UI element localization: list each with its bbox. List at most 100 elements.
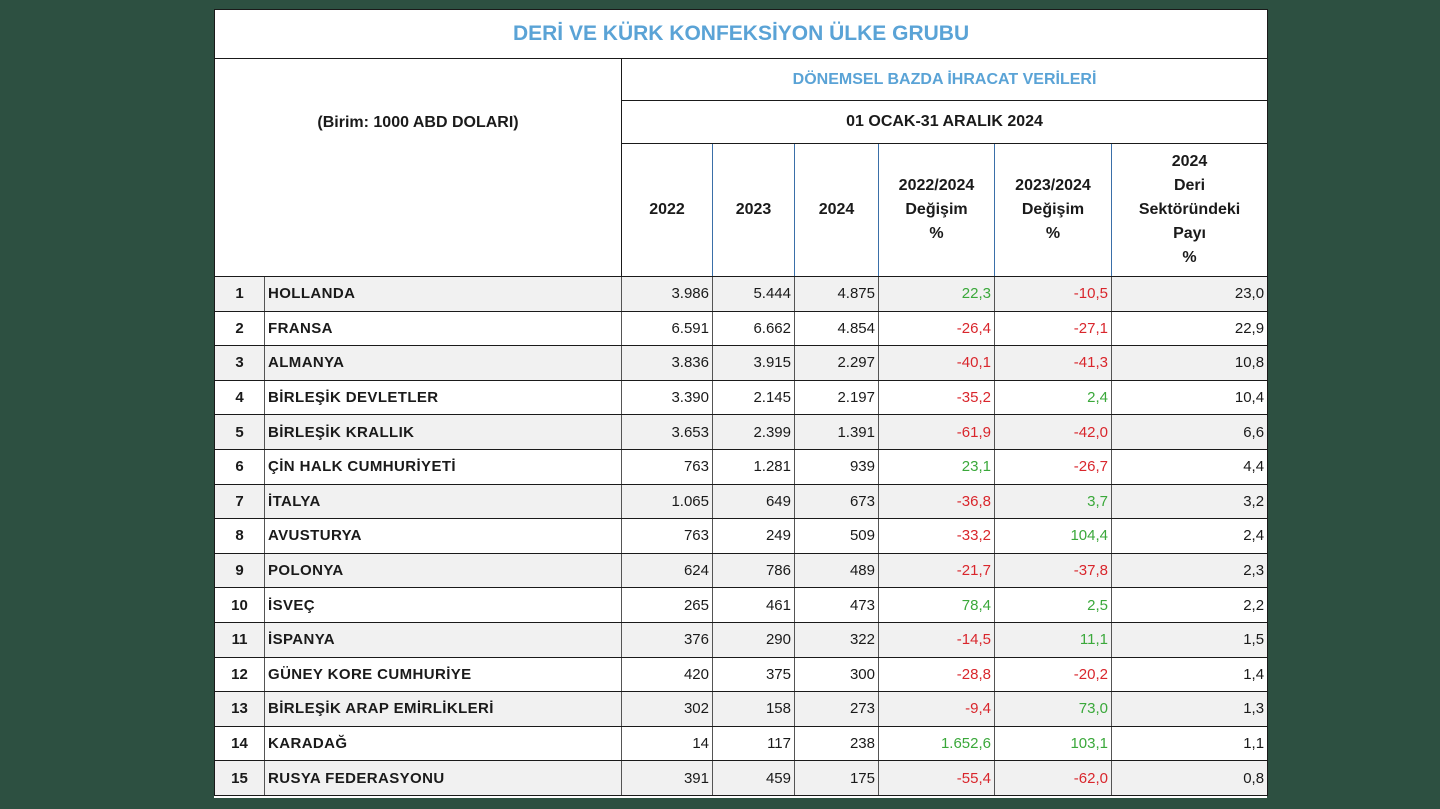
column-header-2022: 2022 xyxy=(621,143,713,277)
table-row: 2 FRANSA 6.591 6.662 4.854 -26,4 -27,1 22,9 xyxy=(214,311,1269,347)
row-value-2022: 3.390 xyxy=(621,380,713,416)
row-value-2024: 1.391 xyxy=(794,414,879,450)
row-rank: 7 xyxy=(214,484,265,520)
row-value-2023: 5.444 xyxy=(712,276,795,312)
row-rank: 3 xyxy=(214,345,265,381)
row-value-2024: 238 xyxy=(794,726,879,762)
row-change-2023-2024: -37,8 xyxy=(994,553,1112,589)
row-value-2023: 649 xyxy=(712,484,795,520)
export-table-sheet: DERİ VE KÜRK KONFEKSİYON ÜLKE GRUBU (Bir… xyxy=(213,9,1269,798)
row-change-2022-2024: -40,1 xyxy=(878,345,995,381)
row-country: İSVEÇ xyxy=(264,587,622,623)
row-country: BİRLEŞİK ARAP EMİRLİKLERİ xyxy=(264,691,622,727)
row-value-2022: 3.836 xyxy=(621,345,713,381)
table-row: 10 İSVEÇ 265 461 473 78,4 2,5 2,2 xyxy=(214,587,1269,623)
row-value-2024: 4.875 xyxy=(794,276,879,312)
row-value-2023: 158 xyxy=(712,691,795,727)
row-change-2022-2024: 78,4 xyxy=(878,587,995,623)
row-change-2023-2024: -20,2 xyxy=(994,657,1112,693)
row-change-2023-2024: -27,1 xyxy=(994,311,1112,347)
table-row: 1 HOLLANDA 3.986 5.444 4.875 22,3 -10,5 23,0 xyxy=(214,276,1269,312)
row-sector-share: 2,3 xyxy=(1111,553,1269,589)
row-country: HOLLANDA xyxy=(264,276,622,312)
row-value-2023: 117 xyxy=(712,726,795,762)
row-sector-share: 10,8 xyxy=(1111,345,1269,381)
row-value-2024: 2.297 xyxy=(794,345,879,381)
row-value-2022: 763 xyxy=(621,449,713,485)
row-change-2022-2024: -21,7 xyxy=(878,553,995,589)
row-sector-share: 1,5 xyxy=(1111,622,1269,658)
row-rank: 12 xyxy=(214,657,265,693)
row-value-2023: 375 xyxy=(712,657,795,693)
row-rank: 11 xyxy=(214,622,265,658)
row-rank: 13 xyxy=(214,691,265,727)
row-sector-share: 2,4 xyxy=(1111,518,1269,554)
table-row: 7 İTALYA 1.065 649 673 -36,8 3,7 3,2 xyxy=(214,484,1269,520)
row-change-2022-2024: -33,2 xyxy=(878,518,995,554)
row-country: İTALYA xyxy=(264,484,622,520)
row-value-2023: 290 xyxy=(712,622,795,658)
table-row: 4 BİRLEŞİK DEVLETLER 3.390 2.145 2.197 -35,2 2… xyxy=(214,380,1269,416)
row-value-2022: 6.591 xyxy=(621,311,713,347)
table-row: 8 AVUSTURYA 763 249 509 -33,2 104,4 2,4 xyxy=(214,518,1269,554)
export-table: DERİ VE KÜRK KONFEKSİYON ÜLKE GRUBU (Bir… xyxy=(213,9,1269,796)
row-change-2023-2024: 73,0 xyxy=(994,691,1112,727)
table-row: 11 İSPANYA 376 290 322 -14,5 11,1 1,5 xyxy=(214,622,1269,658)
row-value-2024: 300 xyxy=(794,657,879,693)
row-value-2022: 420 xyxy=(621,657,713,693)
row-change-2023-2024: -10,5 xyxy=(994,276,1112,312)
row-country: POLONYA xyxy=(264,553,622,589)
row-sector-share: 1,3 xyxy=(1111,691,1269,727)
row-rank: 4 xyxy=(214,380,265,416)
row-change-2023-2024: -26,7 xyxy=(994,449,1112,485)
table-row: 14 KARADAĞ 14 117 238 1.652,6 103,1 1,1 xyxy=(214,726,1269,762)
row-value-2024: 4.854 xyxy=(794,311,879,347)
row-sector-share: 23,0 xyxy=(1111,276,1269,312)
row-sector-share: 4,4 xyxy=(1111,449,1269,485)
row-change-2023-2024: 3,7 xyxy=(994,484,1112,520)
row-value-2022: 302 xyxy=(621,691,713,727)
row-country: İSPANYA xyxy=(264,622,622,658)
row-sector-share: 6,6 xyxy=(1111,414,1269,450)
row-value-2022: 14 xyxy=(621,726,713,762)
row-rank: 10 xyxy=(214,587,265,623)
row-country: BİRLEŞİK KRALLIK xyxy=(264,414,622,450)
row-value-2023: 3.915 xyxy=(712,345,795,381)
row-value-2023: 2.399 xyxy=(712,414,795,450)
row-value-2022: 763 xyxy=(621,518,713,554)
row-change-2022-2024: -14,5 xyxy=(878,622,995,658)
row-value-2024: 473 xyxy=(794,587,879,623)
row-country: BİRLEŞİK DEVLETLER xyxy=(264,380,622,416)
row-change-2023-2024: 2,4 xyxy=(994,380,1112,416)
row-value-2023: 786 xyxy=(712,553,795,589)
unit-label: (Birim: 1000 ABD DOLARI) xyxy=(214,58,622,277)
table-row: 12 GÜNEY KORE CUMHURİYE 420 375 300 -28,8 -20,… xyxy=(214,657,1269,693)
row-change-2022-2024: -9,4 xyxy=(878,691,995,727)
row-value-2023: 249 xyxy=(712,518,795,554)
table-row: 6 ÇİN HALK CUMHURİYETİ 763 1.281 939 23,1 -26,… xyxy=(214,449,1269,485)
row-value-2024: 509 xyxy=(794,518,879,554)
row-country: GÜNEY KORE CUMHURİYE xyxy=(264,657,622,693)
row-sector-share: 3,2 xyxy=(1111,484,1269,520)
row-rank: 6 xyxy=(214,449,265,485)
row-sector-share: 22,9 xyxy=(1111,311,1269,347)
table-row: 9 POLONYA 624 786 489 -21,7 -37,8 2,3 xyxy=(214,553,1269,589)
row-value-2022: 3.653 xyxy=(621,414,713,450)
row-change-2023-2024: -41,3 xyxy=(994,345,1112,381)
row-change-2023-2024: 103,1 xyxy=(994,726,1112,762)
row-country: FRANSA xyxy=(264,311,622,347)
row-change-2022-2024: 23,1 xyxy=(878,449,995,485)
row-value-2023: 461 xyxy=(712,587,795,623)
table-row: 15 RUSYA FEDERASYONU 391 459 175 -55,4 -62,0 0,… xyxy=(214,760,1269,796)
row-value-2023: 459 xyxy=(712,760,795,796)
row-sector-share: 1,1 xyxy=(1111,726,1269,762)
table-body: 1 HOLLANDA 3.986 5.444 4.875 22,3 -10,5 23,0 2 FR… xyxy=(214,276,1269,796)
table-row: 13 BİRLEŞİK ARAP EMİRLİKLERİ 302 158 273 -9,4… xyxy=(214,691,1269,727)
table-row: 3 ALMANYA 3.836 3.915 2.297 -40,1 -41,3 10,8 xyxy=(214,345,1269,381)
row-value-2022: 376 xyxy=(621,622,713,658)
row-value-2024: 175 xyxy=(794,760,879,796)
row-change-2023-2024: -62,0 xyxy=(994,760,1112,796)
column-header-2023: 2023 xyxy=(712,143,795,277)
row-value-2024: 322 xyxy=(794,622,879,658)
column-header-sector-share: 2024 Deri Sektöründeki Payı % xyxy=(1111,143,1269,277)
